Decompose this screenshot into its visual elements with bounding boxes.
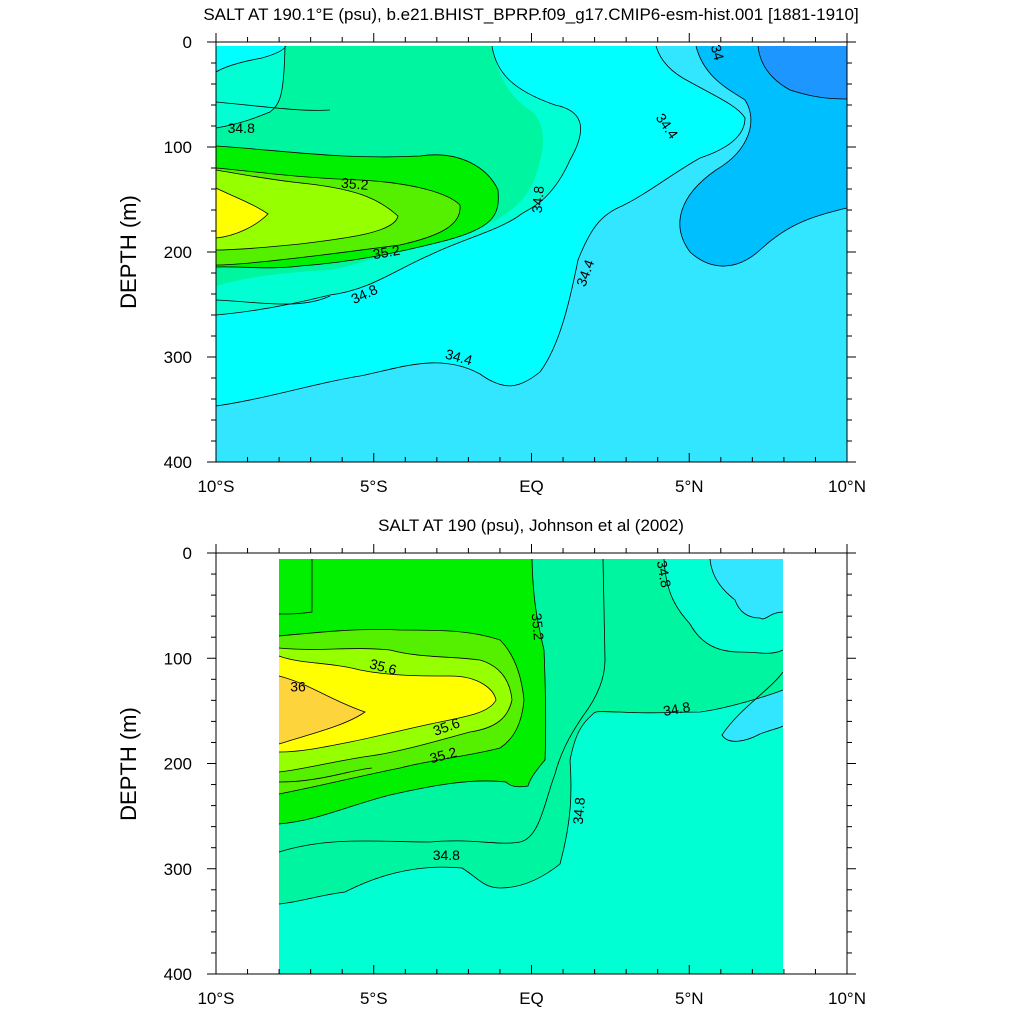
y-tick-label: 200 <box>164 755 192 774</box>
contour-line <box>278 675 366 745</box>
contour-line <box>278 767 373 783</box>
x-tick-label: 10°N <box>828 477 866 496</box>
contour-label: 35.2 <box>529 612 547 641</box>
contour-line <box>215 145 499 269</box>
band-34-4-top-right <box>710 559 783 619</box>
contour-line <box>278 655 497 753</box>
contour-line <box>215 187 269 239</box>
panel-1-axes: 10°S 5°S EQ 5°N 10°N 0 100 200 300 400 <box>164 33 866 496</box>
panel-2-axes: 10°S 5°S EQ 5°N 10°N 0 100 200 300 400 <box>164 544 866 1008</box>
band-36-0 <box>279 676 365 744</box>
x-tick-label: EQ <box>519 477 544 496</box>
contour-label: 35.2 <box>428 744 459 767</box>
contour-line <box>709 558 784 620</box>
contour-line <box>215 45 746 407</box>
y-tick-label: 300 <box>164 348 192 367</box>
panel-2-title: SALT AT 190 (psu), Johnson et al (2002) <box>378 516 684 535</box>
contour-label: 35.6 <box>368 655 399 678</box>
panel-1-contours <box>215 45 848 407</box>
contour-label: 34.8 <box>228 120 255 136</box>
panel-2-fill <box>279 559 783 974</box>
y-tick-label: 300 <box>164 860 192 879</box>
y-tick-label: 100 <box>164 649 192 668</box>
contour-line <box>278 629 525 795</box>
contour-line <box>663 558 784 654</box>
contour-line <box>278 689 784 905</box>
panel-2-contours <box>278 558 784 905</box>
contour-label: 34.8 <box>570 796 588 825</box>
panel-1-title: SALT AT 190.1°E (psu), b.e21.BHIST_BPRP.… <box>203 5 858 24</box>
y-tick-label: 0 <box>183 544 192 563</box>
contour-line <box>278 559 313 615</box>
contour-line <box>215 167 461 266</box>
contour-label: 34.8 <box>433 847 460 863</box>
band-35-8 <box>279 656 496 752</box>
panel-2-ylabel: DEPTH (m) <box>116 707 141 821</box>
x-tick-label: 10°S <box>197 477 234 496</box>
y-tick-label: 400 <box>164 965 192 984</box>
panel-1-ylabel: DEPTH (m) <box>116 195 141 309</box>
contour-line <box>757 45 848 100</box>
x-tick-label: 10°N <box>828 989 866 1008</box>
panel-1-fill <box>216 46 847 462</box>
contour-line <box>679 45 848 267</box>
contour-label: 36 <box>290 679 306 695</box>
contour-label: 34.8 <box>529 185 547 214</box>
y-tick-label: 100 <box>164 138 192 157</box>
x-tick-label: EQ <box>519 989 544 1008</box>
contour-line <box>215 169 399 251</box>
contour-line <box>278 558 606 853</box>
band-34-2-right <box>679 46 847 267</box>
band-35-8 <box>216 188 268 238</box>
band-35-2-hole <box>279 559 312 614</box>
contour-line <box>215 45 286 129</box>
contour-line <box>721 671 784 742</box>
contour-label: 34.8 <box>654 559 675 589</box>
contour-line <box>215 295 331 305</box>
x-tick-label: 5°S <box>360 477 388 496</box>
contour-label: 34.8 <box>662 698 692 719</box>
band-35-6 <box>216 170 398 250</box>
y-tick-label: 0 <box>183 33 192 52</box>
contour-line <box>278 558 547 825</box>
contour-label: 34 <box>708 43 728 62</box>
x-tick-label: 10°S <box>197 989 234 1008</box>
band-34-0-corner <box>758 46 847 99</box>
panel-2: SALT AT 190 (psu), Johnson et al (2002) <box>116 516 866 1008</box>
y-tick-label: 200 <box>164 243 192 262</box>
panel-1: SALT AT 190.1°E (psu), b.e21.BHIST_BPRP.… <box>116 5 866 496</box>
y-tick-label: 400 <box>164 453 192 472</box>
x-tick-label: 5°N <box>675 477 704 496</box>
contour-label: 34.4 <box>444 346 475 369</box>
contour-label: 35.2 <box>341 175 370 193</box>
contour-label: 35.2 <box>372 242 402 263</box>
contour-line <box>215 45 287 73</box>
contour-line <box>278 647 513 773</box>
contour-line <box>215 45 581 316</box>
x-tick-label: 5°N <box>675 989 704 1008</box>
x-tick-label: 5°S <box>360 989 388 1008</box>
contour-line <box>215 101 331 111</box>
